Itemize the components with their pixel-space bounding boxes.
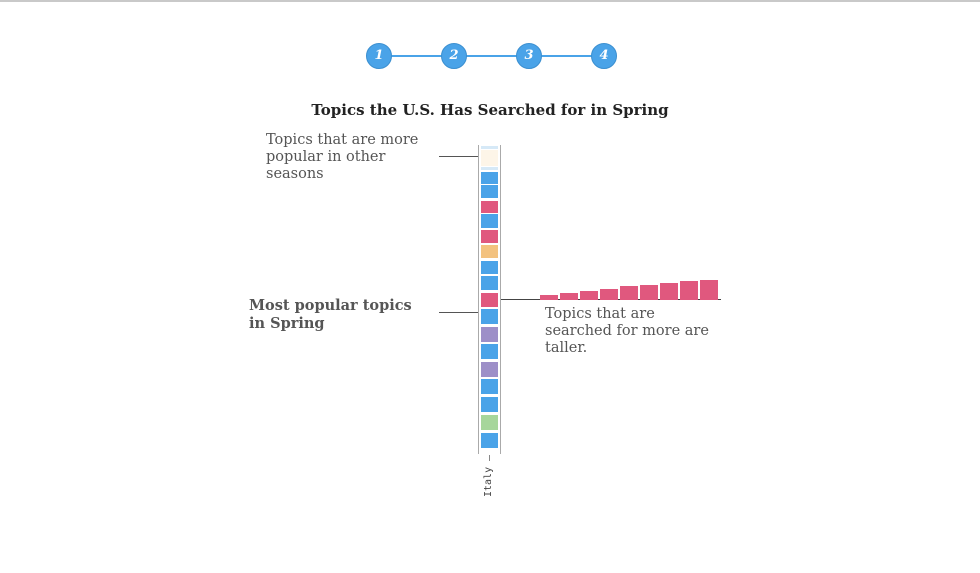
topic-bar: [700, 280, 718, 300]
topic-column: [478, 145, 501, 454]
other-seasons-annotation: Topics that are more popular in other se…: [266, 132, 419, 182]
step-2-button[interactable]: 2: [441, 43, 467, 69]
topic-cell: [481, 150, 498, 166]
topic-cell: [481, 276, 498, 290]
topic-cell: [481, 433, 498, 448]
topic-bar: [680, 281, 698, 300]
topic-bar: [560, 293, 578, 300]
topic-bar: [580, 291, 598, 300]
step-connector-line: [379, 55, 603, 57]
topic-bar: [540, 295, 558, 300]
topic-cell: [481, 379, 498, 394]
topic-cell: [481, 344, 498, 359]
most-popular-leader-line: [439, 312, 478, 313]
topic-cell: [481, 415, 498, 430]
step-4-button[interactable]: 4: [591, 43, 617, 69]
topic-cell: [481, 327, 498, 342]
bar-chart: [540, 270, 722, 300]
topic-cell: [481, 172, 498, 184]
topic-cell: [481, 293, 498, 307]
step-3-button[interactable]: 3: [516, 43, 542, 69]
topic-bar: [660, 283, 678, 300]
topic-cell: [481, 397, 498, 412]
step-navigation: 1 2 3 4: [366, 43, 617, 69]
topic-cell: [481, 362, 498, 377]
topic-cell: [481, 214, 498, 228]
topic-cell: [481, 230, 498, 243]
taller-annotation: Topics that are searched for more are ta…: [545, 306, 709, 356]
topic-cell: [481, 201, 498, 213]
topic-bar: [600, 289, 618, 300]
topic-cell: [481, 146, 498, 149]
most-popular-annotation: Most popular topics in Spring: [249, 297, 412, 332]
topic-cell: [481, 185, 498, 198]
topic-cell: [481, 245, 498, 258]
other-seasons-leader-line: [439, 156, 478, 157]
topic-cell: [481, 309, 498, 324]
column-tick: [489, 455, 490, 461]
diagram-title: Topics the U.S. Has Searched for in Spri…: [311, 101, 669, 119]
topic-cell: [481, 167, 498, 170]
topic-bar: [620, 286, 638, 300]
top-divider: [0, 0, 980, 2]
step-1-button[interactable]: 1: [366, 43, 392, 69]
column-label: Italy: [483, 466, 494, 497]
topic-cell: [481, 261, 498, 274]
topic-bar: [640, 285, 658, 300]
